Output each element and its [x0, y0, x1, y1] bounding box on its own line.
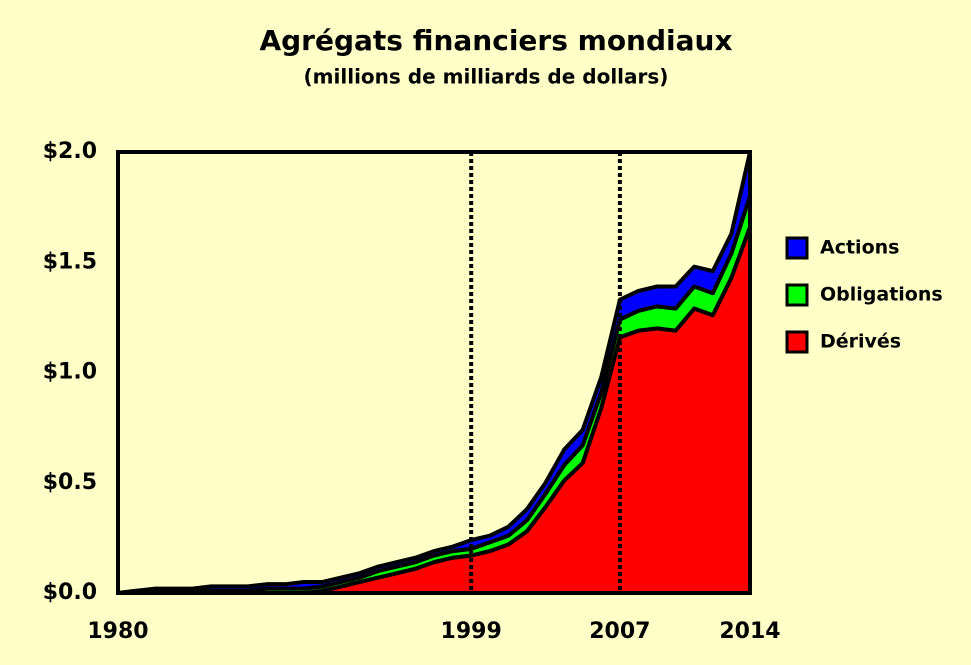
- legend-swatch: [785, 330, 809, 354]
- chart-title: Agrégats financiers mondiaux: [259, 24, 732, 57]
- plot-frame: [116, 150, 752, 595]
- legend-label: Dérivés: [820, 331, 901, 353]
- y-tick-label: $0.0: [43, 580, 97, 605]
- x-tick-label: 2007: [589, 619, 650, 644]
- legend-label: Actions: [820, 237, 899, 259]
- legend-swatch: [785, 283, 809, 307]
- y-tick-label: $2.0: [43, 139, 97, 164]
- x-tick-label: 1980: [87, 619, 148, 644]
- y-tick-label: $0.5: [43, 470, 97, 495]
- legend-swatch: [785, 236, 809, 260]
- x-tick-label: 1999: [441, 619, 502, 644]
- y-tick-label: $1.0: [43, 360, 97, 385]
- chart-subtitle: (millions de milliards de dollars): [304, 65, 669, 89]
- legend-label: Obligations: [820, 284, 943, 306]
- y-tick-label: $1.5: [43, 249, 97, 274]
- x-tick-label: 2014: [719, 619, 780, 644]
